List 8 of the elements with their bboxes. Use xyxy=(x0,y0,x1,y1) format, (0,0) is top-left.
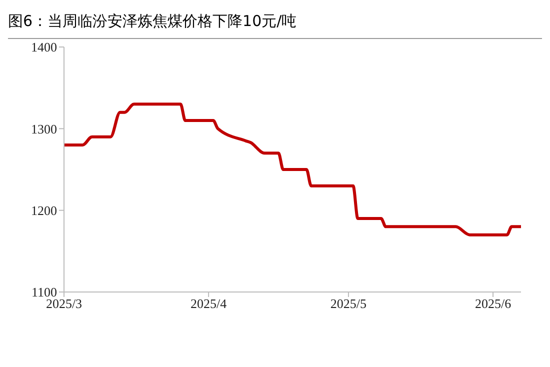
x-tick-label: 2025/6 xyxy=(474,296,512,312)
x-tick-label: 2025/5 xyxy=(330,296,367,312)
chart-title: 图6：当周临汾安泽炼焦煤价格下降10元/吨 xyxy=(8,8,542,39)
line-series xyxy=(64,102,521,236)
x-tick-label: 2025/4 xyxy=(190,296,228,312)
y-tick-label: 1300 xyxy=(31,121,57,136)
y-tick-label: 1200 xyxy=(31,202,57,218)
y-tick-label: 1400 xyxy=(31,40,57,55)
